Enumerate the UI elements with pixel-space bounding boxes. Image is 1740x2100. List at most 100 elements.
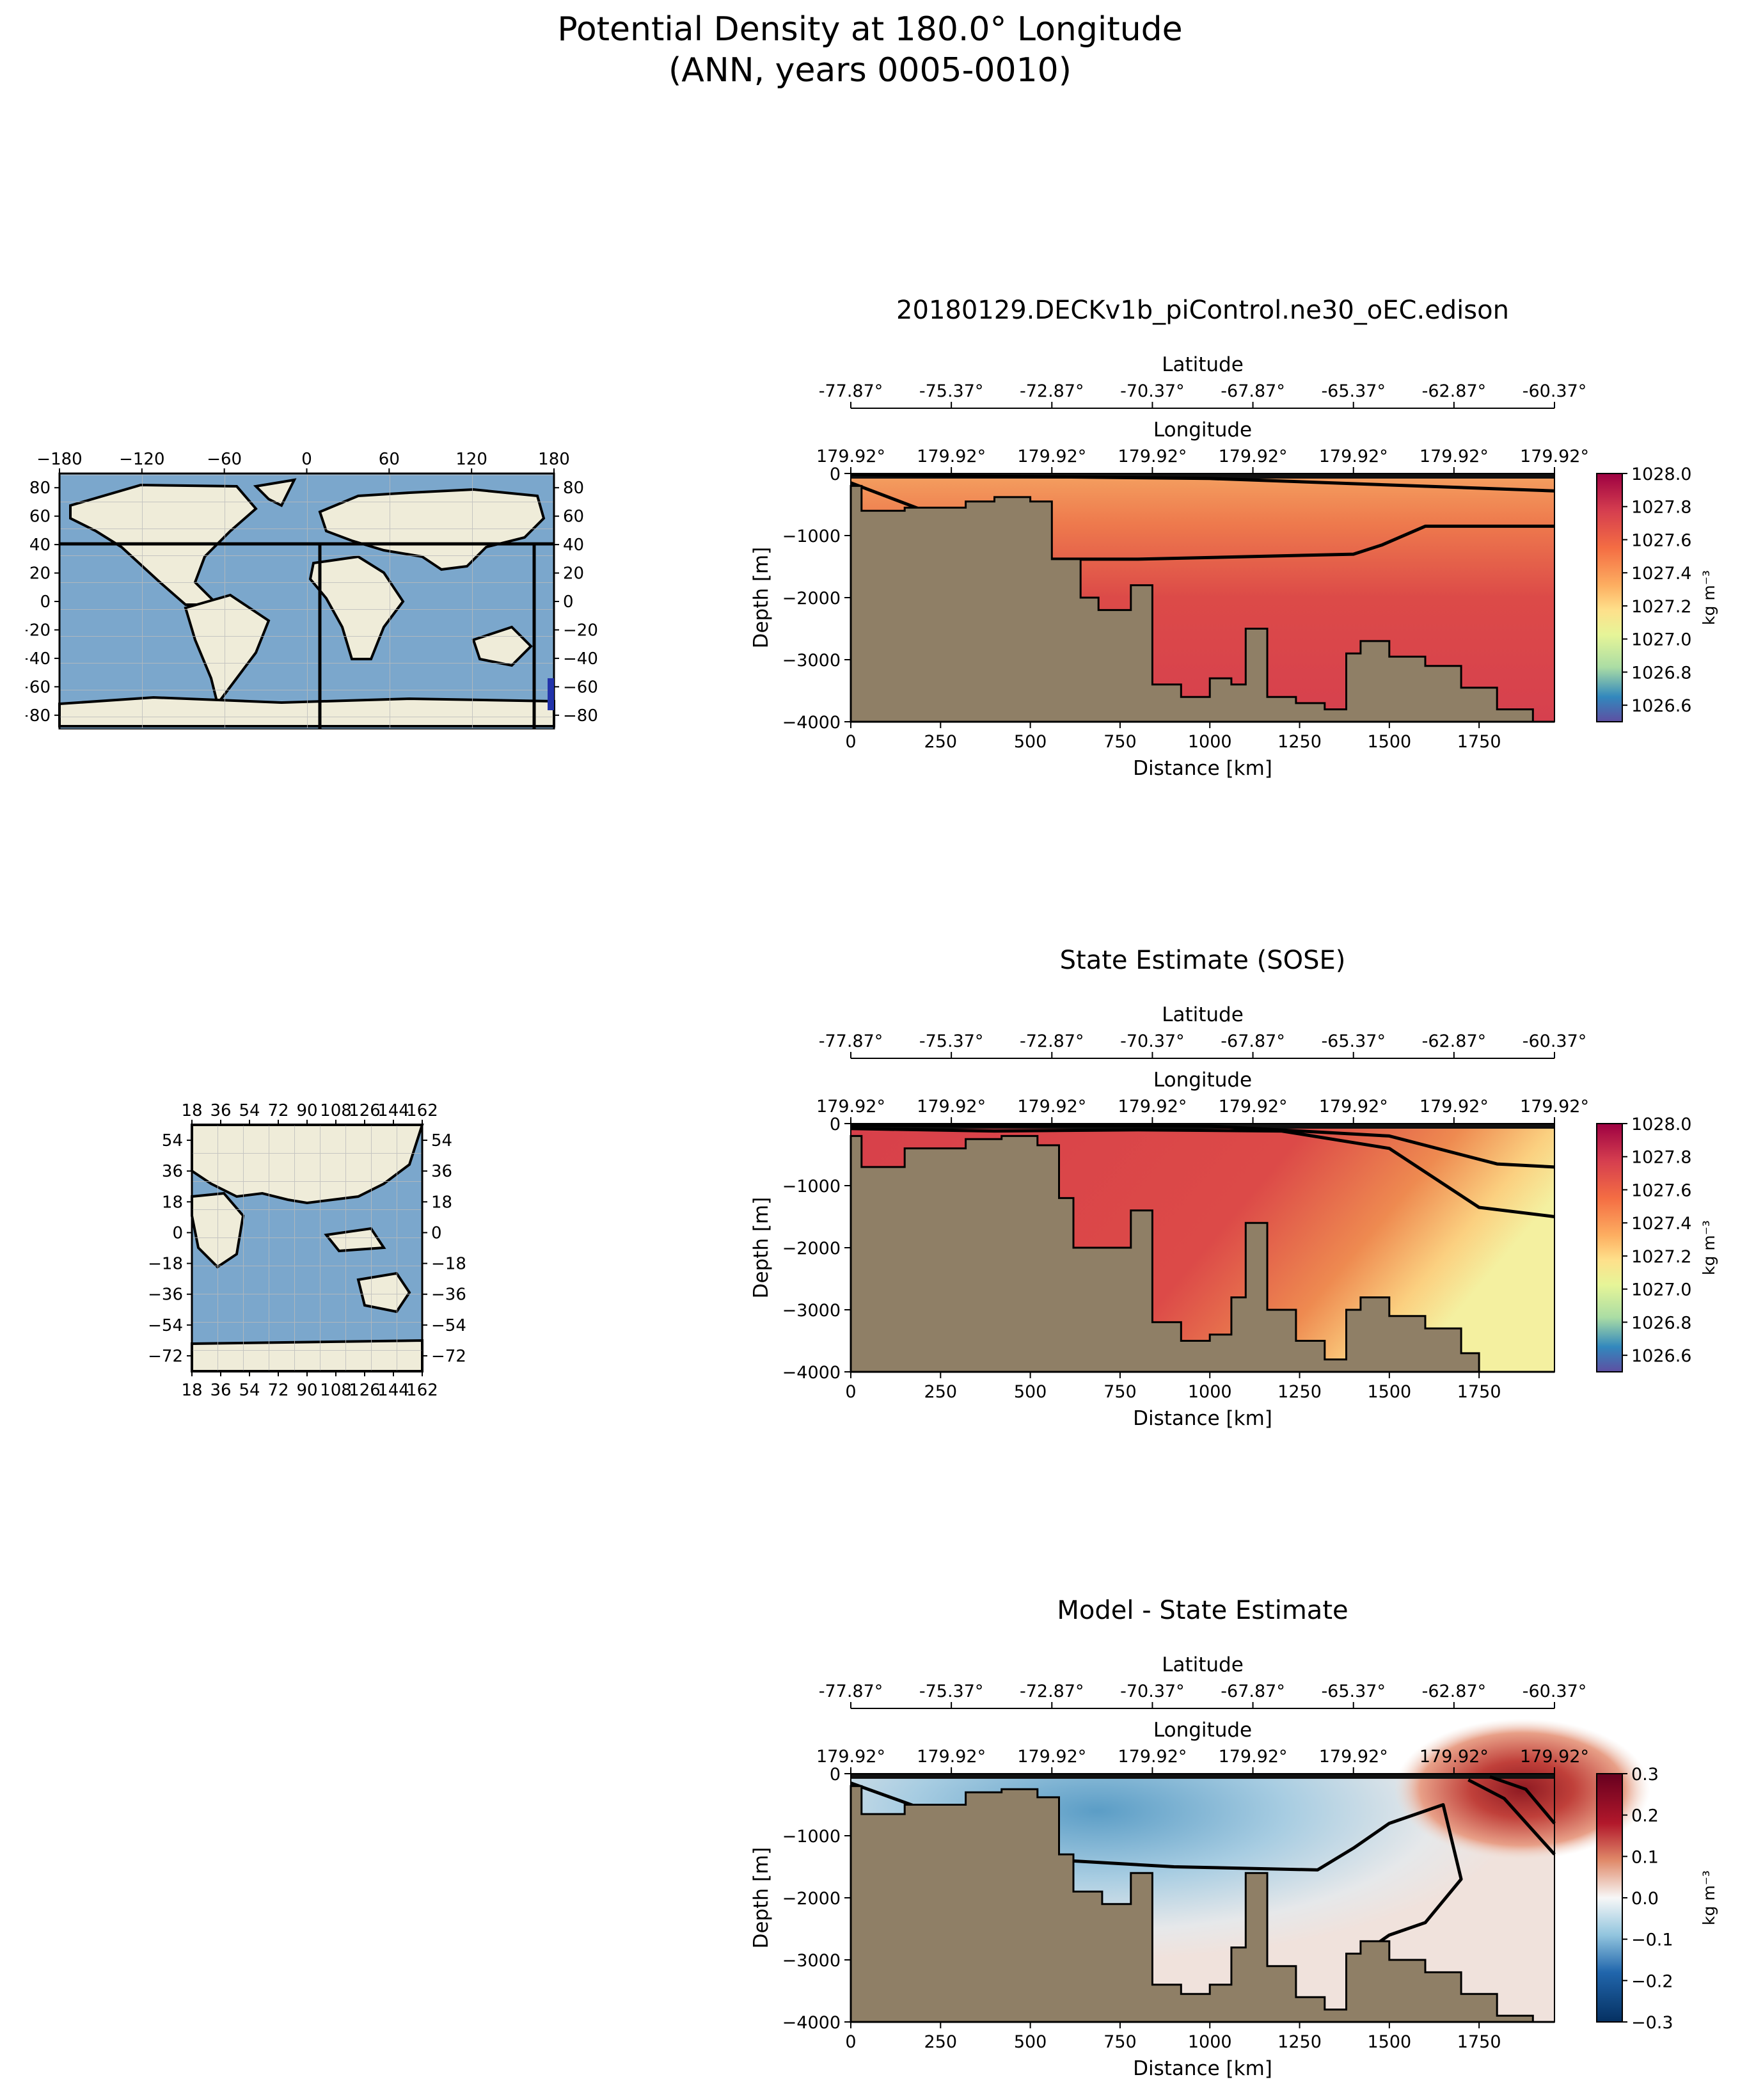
lat-tick-label: -65.37°	[1321, 381, 1386, 401]
colorbar-tick-label: 1028.0	[1631, 465, 1691, 484]
map-y-tick-label: −60	[26, 678, 51, 697]
y-tick-label: 0	[830, 1765, 841, 1785]
colorbar-tick-label: −0.3	[1631, 2013, 1673, 2033]
panel-3-title: Model - State Estimate	[1057, 1596, 1348, 1625]
colorbar-tick-label: −0.1	[1631, 1930, 1673, 1950]
section-region-box	[59, 542, 554, 729]
lon-axis-label: Longitude	[1153, 1719, 1252, 1742]
figure-title: Potential Density at 180.0° Longitude (A…	[0, 9, 1740, 91]
map-x-tick-label: 54	[239, 1101, 260, 1120]
x-tick-label: 0	[845, 1382, 856, 1402]
lat-tick-label: -62.87°	[1422, 1031, 1487, 1051]
colorbar-tick-label: 0.2	[1631, 1806, 1659, 1826]
x-tick-label: 1750	[1457, 732, 1501, 752]
surface-band	[851, 473, 1554, 479]
section-panel-sose: 0 250 500 750 1000 1250 1500 1750 Distance [km] 0…	[750, 1003, 1718, 1430]
lat-tick-label: -75.37°	[919, 1682, 984, 1701]
lon-tick-label: 179.92°	[917, 447, 986, 466]
colorbar-label: kg m⁻³	[1700, 570, 1718, 625]
lon-tick-label: 179.92°	[1219, 1747, 1288, 1767]
colorbar-tick-label: 1027.8	[1631, 1148, 1691, 1168]
x-tick-label: 0	[845, 2032, 856, 2052]
x-tick-label: 250	[924, 732, 958, 752]
map-x-tick-label: 90	[296, 1101, 317, 1120]
colorbar-tick-label: 1026.8	[1631, 1313, 1691, 1333]
map-y-tick-label: 0	[172, 1223, 183, 1243]
colorbar-label: kg m⁻³	[1700, 1870, 1718, 1925]
colorbar-tick-label: 1026.8	[1631, 663, 1691, 683]
indo-pacific-map: 1818363654547272909010810812612614414416…	[148, 1101, 466, 1400]
lat-tick-label: -70.37°	[1120, 1031, 1185, 1051]
map-y-tick-label: 20	[563, 564, 584, 584]
section-line	[548, 678, 554, 710]
lon-axis-label: Longitude	[1153, 418, 1252, 441]
x-tick-label: 0	[845, 732, 856, 752]
lon-tick-label: 179.92°	[816, 1097, 885, 1117]
bathymetry	[850, 1785, 1554, 2023]
y-tick-label: −4000	[782, 713, 841, 733]
lon-tick-label: 179.92°	[816, 447, 885, 466]
map-y-tick-label: 54	[162, 1131, 183, 1150]
map-x-tick-label: 36	[210, 1101, 231, 1120]
map-y-tick-label: −72	[431, 1347, 466, 1366]
colorbar-tick-label: 1028.0	[1631, 1115, 1691, 1134]
x-axis-label: Distance [km]	[1133, 2057, 1272, 2080]
map-y-tick-label: 60	[29, 507, 51, 527]
colorbar	[1596, 473, 1623, 722]
lat-tick-label: -60.37°	[1522, 1031, 1587, 1051]
lon-tick-label: 179.92°	[1017, 1747, 1086, 1767]
colorbar-tick-label: 1027.4	[1631, 564, 1691, 584]
map-x-tick-label: −180	[36, 450, 82, 469]
y-tick-label: −1000	[782, 1177, 841, 1197]
map-x-tick-label: 126	[349, 1101, 381, 1120]
map-y-tick-label: −36	[148, 1285, 183, 1305]
x-tick-label: 500	[1014, 732, 1047, 752]
colorbar-tick-label: 0.3	[1631, 1765, 1659, 1785]
lat-tick-label: -65.37°	[1321, 1682, 1386, 1701]
bathymetry	[850, 1134, 1554, 1373]
surface-band	[851, 1774, 1554, 1779]
x-tick-label: 1750	[1457, 2032, 1501, 2052]
map-x-tick-label: 18	[181, 1101, 202, 1120]
x-tick-label: 750	[1103, 732, 1137, 752]
y-tick-label: −1000	[782, 1827, 841, 1847]
x-axis-label: Distance [km]	[1133, 1407, 1272, 1430]
contour-line-1	[850, 473, 1555, 493]
colorbar-tick-label: 0.1	[1631, 1847, 1659, 1867]
map-y-tick-label: −80	[26, 706, 51, 726]
lon-axis-label: Longitude	[1153, 1069, 1252, 1092]
y-tick-label: −3000	[782, 1301, 841, 1321]
y-tick-label: −1000	[782, 527, 841, 546]
map-x-tick-label: 90	[296, 1381, 317, 1400]
map-y-tick-label: 80	[29, 479, 51, 498]
lon-tick-label: 179.92°	[1319, 1747, 1388, 1767]
lon-tick-label: 179.92°	[1017, 1097, 1086, 1117]
x-tick-label: 250	[924, 2032, 958, 2052]
colorbar-tick-label: 1027.6	[1631, 530, 1691, 550]
lat-tick-label: -62.87°	[1422, 1682, 1487, 1701]
map-y-tick-label: −20	[563, 621, 598, 640]
map-x-tick-label: 0	[301, 450, 312, 469]
map-y-tick-label: −18	[148, 1255, 183, 1274]
lat-tick-label: -67.87°	[1221, 1682, 1285, 1701]
map-y-tick-label: −40	[563, 649, 598, 669]
lat-axis-label: Latitude	[1162, 1653, 1244, 1676]
x-tick-label: 250	[924, 1382, 958, 1402]
map-x-tick-label: 72	[267, 1101, 289, 1120]
x-tick-label: 750	[1103, 2032, 1137, 2052]
map-y-tick-label: 36	[162, 1162, 183, 1181]
lon-tick-label: 179.92°	[816, 1747, 885, 1767]
lon-tick-label: 179.92°	[1118, 1097, 1187, 1117]
lat-tick-label: -77.87°	[819, 381, 883, 401]
lat-tick-label: -77.87°	[819, 1031, 883, 1051]
colorbar-tick-label: 1027.4	[1631, 1214, 1691, 1234]
colorbar-tick-label: 0.0	[1631, 1889, 1659, 1909]
map-y-tick-label: 54	[431, 1131, 452, 1150]
y-tick-label: −3000	[782, 1951, 841, 1971]
colorbar	[1596, 1773, 1623, 2023]
y-tick-label: −4000	[782, 1363, 841, 1383]
x-tick-label: 1250	[1277, 732, 1322, 752]
map-x-tick-label: 126	[349, 1381, 381, 1400]
map-y-tick-label: −20	[26, 621, 51, 640]
contour-line-2	[1489, 1775, 1556, 1825]
